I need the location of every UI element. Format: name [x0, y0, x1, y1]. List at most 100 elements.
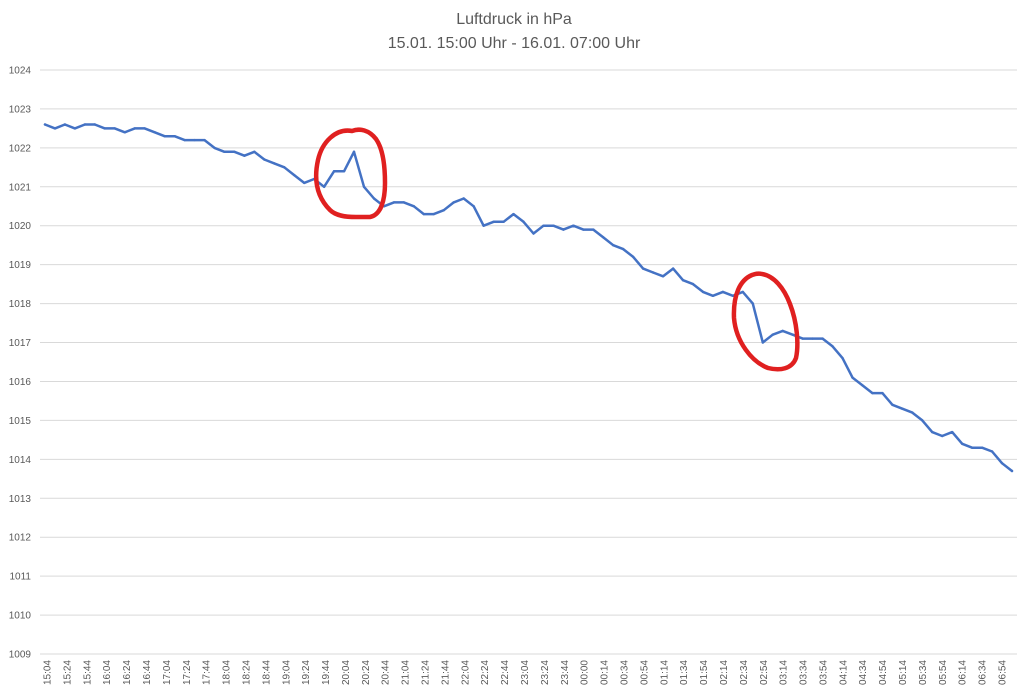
data-point: [661, 275, 665, 278]
data-point: [492, 220, 495, 223]
data-point: [612, 244, 615, 247]
y-tick-label: 1020: [9, 221, 32, 232]
data-point: [472, 205, 475, 208]
data-point: [203, 138, 206, 142]
data-point: [572, 224, 575, 227]
data-point: [372, 197, 376, 200]
x-tick-label: 03:34: [799, 660, 810, 685]
x-tick-label: 02:14: [719, 660, 730, 685]
data-point: [801, 337, 804, 340]
x-tick-label: 04:14: [838, 660, 849, 685]
x-tick-label: 16:24: [122, 660, 133, 685]
data-point: [990, 450, 994, 453]
data-point: [63, 123, 67, 126]
y-tick-label: 1009: [9, 650, 32, 661]
x-tick-label: 19:04: [281, 660, 292, 685]
data-point: [901, 407, 904, 410]
chart-subtitle: 15.01. 15:00 Uhr - 16.01. 07:00 Uhr: [388, 35, 641, 52]
x-tick-label: 16:44: [142, 660, 153, 685]
data-point: [931, 430, 934, 434]
data-point: [532, 232, 535, 235]
data-point: [183, 138, 186, 142]
x-tick-label: 04:54: [878, 660, 889, 685]
data-point: [482, 224, 485, 227]
x-tick-label: 18:44: [261, 660, 272, 685]
data-point: [691, 282, 695, 286]
data-point: [283, 166, 286, 169]
y-tick-label: 1022: [9, 143, 32, 154]
data-point: [83, 123, 87, 126]
data-point: [721, 290, 725, 294]
chart-title: Luftdruck in hPa: [456, 11, 572, 28]
x-tick-label: 00:34: [620, 660, 631, 685]
x-tick-label: 21:04: [401, 660, 412, 685]
data-point: [402, 201, 406, 204]
data-point: [821, 337, 824, 340]
data-point: [213, 146, 216, 150]
data-point: [641, 267, 645, 270]
y-tick-label: 1013: [9, 494, 32, 505]
data-point: [73, 127, 77, 130]
data-point: [163, 135, 166, 138]
data-point: [970, 446, 974, 449]
data-point: [1010, 469, 1014, 473]
x-tick-label: 03:54: [818, 660, 829, 685]
data-point: [811, 337, 814, 340]
data-point: [322, 185, 326, 188]
y-axis-ticks: 1009 1010 1011 1012 1013 1014 1015 1016 1017 1018…: [9, 66, 32, 661]
data-point: [941, 434, 944, 438]
x-tick-label: 05:34: [918, 660, 929, 685]
x-tick-label: 03:14: [779, 660, 790, 685]
data-point: [911, 411, 914, 414]
highlight-circle: [313, 127, 388, 220]
x-tick-label: 23:24: [540, 660, 551, 685]
data-point: [751, 302, 754, 305]
data-point: [961, 442, 964, 445]
x-tick-label: 22:24: [480, 660, 491, 685]
x-tick-label: 05:54: [938, 660, 949, 685]
x-tick-label: 04:34: [858, 660, 869, 685]
data-point: [392, 201, 396, 204]
x-tick-label: 23:04: [520, 660, 531, 685]
x-tick-label: 02:34: [739, 660, 750, 685]
x-tick-label: 01:14: [659, 660, 670, 685]
data-point: [412, 205, 416, 208]
data-point: [781, 329, 784, 333]
x-tick-label: 02:54: [759, 660, 770, 685]
x-tick-label: 17:04: [162, 660, 173, 685]
data-point: [951, 430, 954, 434]
highlight-circle: [731, 271, 800, 372]
x-axis-ticks: 15:04 15:24 15:44 16:04 16:24 16:44 17:04 17:24…: [43, 660, 1009, 685]
y-tick-label: 1016: [9, 377, 32, 388]
x-tick-label: 22:44: [500, 660, 511, 685]
data-point: [592, 228, 595, 231]
data-point: [622, 247, 625, 251]
data-point: [253, 150, 256, 153]
data-point: [582, 228, 585, 231]
series-line: [43, 123, 1014, 473]
data-point: [293, 173, 296, 177]
data-point: [651, 271, 655, 274]
data-point: [831, 345, 834, 348]
y-tick-label: 1014: [9, 455, 32, 466]
data-point: [303, 181, 306, 185]
data-point: [522, 220, 525, 223]
x-tick-label: 23:44: [560, 660, 571, 685]
x-tick-label: 15:24: [62, 660, 73, 685]
x-tick-label: 15:04: [43, 660, 54, 685]
data-point: [133, 127, 136, 130]
data-point: [452, 201, 455, 204]
data-point: [233, 150, 236, 153]
data-point: [871, 391, 874, 395]
x-tick-label: 16:04: [102, 660, 113, 685]
data-point: [851, 376, 854, 379]
data-point: [273, 162, 276, 165]
x-tick-label: 20:04: [341, 660, 352, 685]
data-point: [53, 127, 57, 130]
x-tick-label: 21:24: [421, 660, 432, 685]
data-point: [173, 135, 176, 138]
data-point: [193, 138, 196, 142]
data-point: [422, 212, 425, 216]
